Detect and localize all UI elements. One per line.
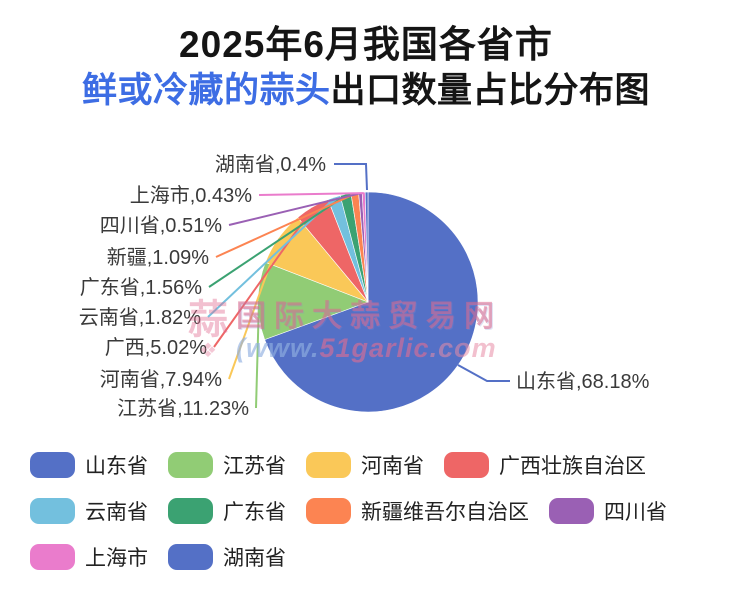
legend-swatch-icon [30, 451, 75, 478]
legend-item-7[interactable]: 四川省 [549, 496, 667, 526]
legend-row: 云南省 广东省 新疆维吾尔自治区 四川省 [30, 497, 720, 524]
pie-leader-line-1 [255, 300, 260, 409]
pie-leader-line-0 [457, 364, 510, 382]
legend-item-6[interactable]: 新疆维吾尔自治区 [306, 496, 529, 526]
title-rest: 出口数量占比分布图 [330, 71, 651, 111]
legend-row: 上海市 湖南省 [30, 543, 720, 570]
legend-label: 上海市 [85, 546, 148, 570]
pie-leader-line-6 [215, 192, 356, 258]
pie-leader-line-2 [228, 237, 281, 380]
legend-swatch-icon [549, 497, 594, 524]
legend-swatch-icon [444, 451, 489, 478]
pie-label-0: 山东省,68.18% [516, 370, 650, 393]
legend-label: 四川省 [604, 500, 667, 524]
legend-item-1[interactable]: 江苏省 [168, 450, 286, 480]
legend-item-4[interactable]: 云南省 [30, 496, 148, 526]
legend-swatch-icon [306, 451, 351, 478]
pie-leader-line-7 [228, 192, 361, 226]
legend-item-5[interactable]: 广东省 [168, 496, 286, 526]
title-line2: 鲜或冷藏的蒜头出口数量占比分布图 [0, 68, 732, 114]
legend-item-8[interactable]: 上海市 [30, 542, 148, 572]
pie-leader-line-5 [208, 194, 347, 288]
legend-label: 新疆维吾尔自治区 [361, 500, 529, 524]
legend-swatch-icon [30, 543, 75, 570]
pie-label-6: 新疆,1.09% [107, 246, 209, 269]
title-highlight: 鲜或冷藏的蒜头 [81, 71, 331, 111]
legend-swatch-icon [168, 543, 213, 570]
pie-leader-line-9 [334, 163, 368, 191]
legend-label: 河南省 [361, 454, 424, 478]
pie-label-2: 河南省,7.94% [100, 368, 222, 391]
legend-item-0[interactable]: 山东省 [30, 450, 148, 480]
legend-row: 山东省 江苏省 河南省 广西壮族自治区 [30, 451, 720, 478]
pie-label-3: 广西,5.02% [105, 336, 207, 359]
legend-label: 云南省 [85, 500, 148, 524]
legend-swatch-icon [168, 451, 213, 478]
pie-leader-line-8 [258, 192, 364, 196]
legend: 山东省 江苏省 河南省 广西壮族自治区云南省 广东省 新疆维吾尔自治区 四川省上海市 湖南省 [30, 451, 720, 589]
legend-label: 湖南省 [223, 546, 286, 570]
pie-label-4: 云南省,1.82% [79, 306, 201, 329]
legend-item-9[interactable]: 湖南省 [168, 542, 286, 572]
pie-label-1: 江苏省,11.23% [117, 397, 249, 420]
chart-title: 2025年6月我国各省市 鲜或冷藏的蒜头出口数量占比分布图 [0, 22, 732, 114]
legend-item-3[interactable]: 广西壮族自治区 [444, 450, 646, 480]
pie-label-9: 湖南省,0.4% [215, 153, 326, 176]
legend-swatch-icon [168, 497, 213, 524]
legend-label: 山东省 [85, 454, 148, 478]
legend-item-2[interactable]: 河南省 [306, 450, 424, 480]
title-line1: 2025年6月我国各省市 [179, 24, 553, 65]
legend-label: 广西壮族自治区 [499, 454, 646, 478]
legend-swatch-icon [306, 497, 351, 524]
pie-label-7: 四川省,0.51% [100, 214, 222, 237]
legend-label: 江苏省 [223, 454, 286, 478]
legend-swatch-icon [30, 497, 75, 524]
pie-label-5: 广东省,1.56% [80, 276, 202, 299]
pie-label-8: 上海市,0.43% [130, 184, 252, 207]
pie-leader-line-3 [213, 207, 314, 348]
legend-label: 广东省 [223, 500, 286, 524]
pie-slice-9[interactable] [364, 191, 369, 303]
